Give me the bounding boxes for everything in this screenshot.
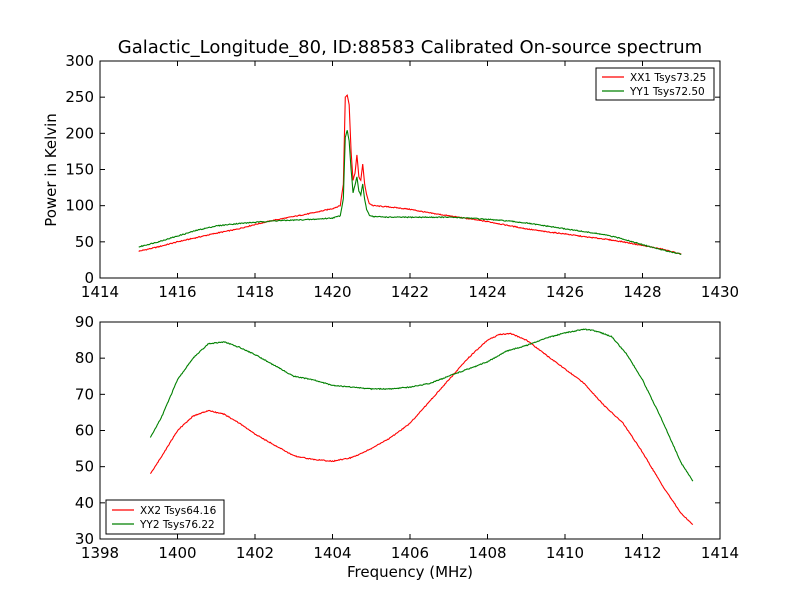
x-tick-label: 1430 xyxy=(701,283,739,301)
x-tick-label: 1414 xyxy=(701,544,739,562)
legend-label: YY2 Tsys76.22 xyxy=(139,519,215,531)
y-tick-label: 250 xyxy=(65,88,94,106)
x-tick-label: 1424 xyxy=(468,283,506,301)
bottom-panel: 1398 1400 1402 1404 1406 1408 1410 1412 1414 30 40… xyxy=(75,313,739,562)
x-tick-label: 1398 xyxy=(81,544,119,562)
y-tick-label: 50 xyxy=(75,233,94,251)
x-axis-label: Frequency (MHz) xyxy=(347,563,473,581)
x-tick-label: 1400 xyxy=(158,544,196,562)
x-tick-label: 1404 xyxy=(313,544,351,562)
y-tick-label: 50 xyxy=(75,458,94,476)
y-tick-label: 300 xyxy=(65,52,94,70)
series-line-2 xyxy=(138,130,682,256)
y-tick-label: 80 xyxy=(75,349,94,367)
series-line-1 xyxy=(149,332,694,525)
y-tick-label: 100 xyxy=(65,197,94,215)
y-tick-label: 150 xyxy=(65,161,94,179)
y-tick-label: 70 xyxy=(75,385,94,403)
x-tick-label: 1422 xyxy=(391,283,429,301)
series-line-2 xyxy=(149,328,694,482)
x-tick-label: 1412 xyxy=(623,544,661,562)
y-tick-label: 40 xyxy=(75,494,94,512)
x-tick-label: 1426 xyxy=(546,283,584,301)
x-tick-label: 1414 xyxy=(81,283,119,301)
x-tick-label: 1416 xyxy=(158,283,196,301)
legend-label: YY1 Tsys72.50 xyxy=(629,86,705,98)
legend-label: XX1 Tsys73.25 xyxy=(630,72,706,84)
x-tick-label: 1420 xyxy=(313,283,351,301)
x-tick-label: 1406 xyxy=(391,544,429,562)
legend-label: XX2 Tsys64.16 xyxy=(140,505,217,517)
x-tick-label: 1428 xyxy=(623,283,661,301)
x-tick-label: 1408 xyxy=(468,544,506,562)
y-tick-label: 200 xyxy=(65,124,94,142)
chart-title: Galactic_Longitude_80, ID:88583 Calibrat… xyxy=(118,37,702,58)
y-tick-label: 60 xyxy=(75,422,94,440)
x-tick-label: 1402 xyxy=(236,544,274,562)
legend: XX2 Tsys64.16 YY2 Tsys76.22 xyxy=(105,499,225,535)
y-tick-label: 30 xyxy=(75,530,94,548)
y-tick-label: 0 xyxy=(84,269,94,287)
legend-box xyxy=(595,67,715,101)
top-panel: 1414 1416 1418 1420 1422 1424 1426 1428 1430 0 50 1… xyxy=(65,52,739,301)
series-line-1 xyxy=(138,94,682,255)
legend-box xyxy=(105,499,225,535)
y-axis-label-top: Power in Kelvin xyxy=(42,113,60,227)
legend: XX1 Tsys73.25 YY1 Tsys72.50 xyxy=(595,67,715,101)
x-tick-label: 1410 xyxy=(546,544,584,562)
x-tick-label: 1418 xyxy=(236,283,274,301)
y-tick-label: 90 xyxy=(75,313,94,331)
